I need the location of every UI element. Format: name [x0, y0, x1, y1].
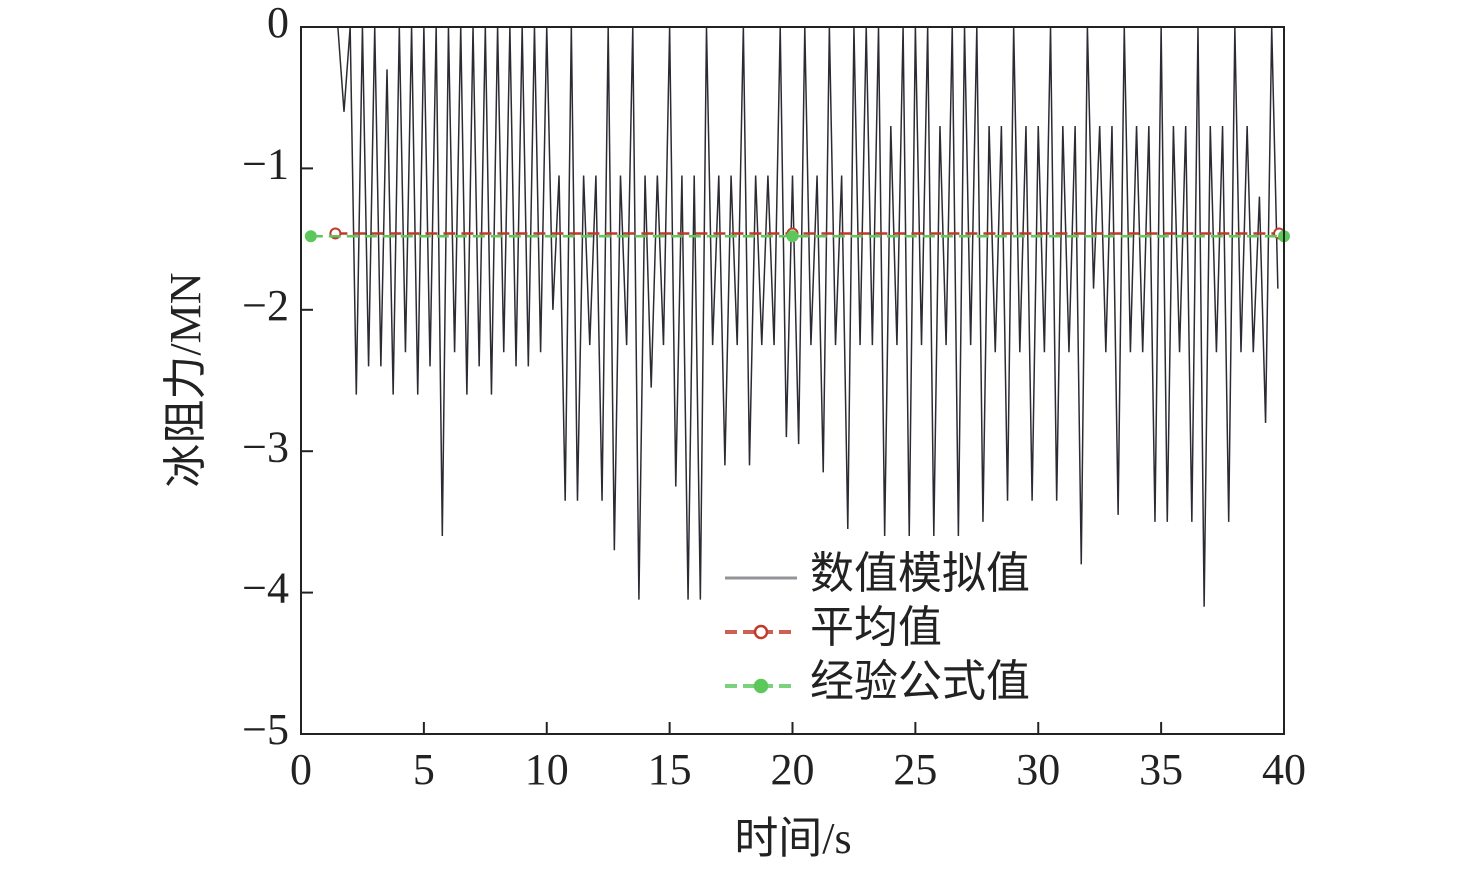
x-tick-label: 20 [771, 745, 815, 794]
x-tick-label: 35 [1139, 745, 1183, 794]
x-tick-label: 30 [1016, 745, 1060, 794]
x-tick-label: 40 [1262, 745, 1306, 794]
legend-label: 平均值 [810, 603, 942, 652]
plot-frame [300, 26, 1285, 735]
y-tick-label: −3 [242, 422, 289, 471]
x-tick-label: 25 [893, 745, 937, 794]
legend-label: 数值模拟值 [810, 549, 1030, 598]
x-axis-label: 时间/s [734, 814, 851, 863]
y-tick-label: −1 [242, 139, 289, 188]
series-line [337, 26, 1279, 607]
x-tick-label: 10 [525, 745, 569, 794]
y-tick-label: 0 [267, 0, 289, 47]
series-marker [786, 230, 799, 243]
y-tick-label: −2 [242, 281, 289, 330]
x-tick-label: 5 [413, 745, 435, 794]
x-tick-label: 15 [648, 745, 692, 794]
legend-marker [753, 624, 769, 640]
x-tick-label: 0 [290, 745, 312, 794]
y-tick-label: −5 [242, 705, 289, 754]
y-tick-label: −4 [242, 564, 289, 613]
legend-marker [753, 678, 769, 694]
legend-label: 经验公式值 [810, 657, 1030, 706]
series-marker [304, 230, 317, 243]
y-axis-label: 冰阻力/MN [161, 272, 210, 487]
